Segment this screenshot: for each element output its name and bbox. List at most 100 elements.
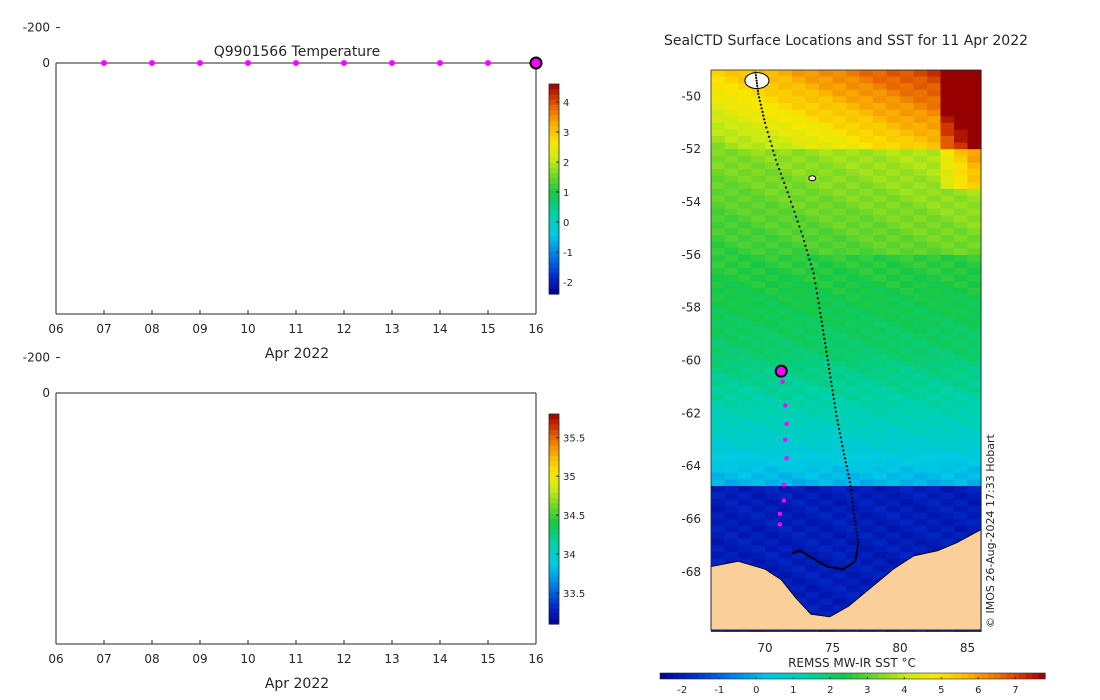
colorbar-step <box>549 204 559 211</box>
sst-cell <box>886 254 901 263</box>
sst-cell <box>778 459 793 467</box>
sst-cell <box>805 254 820 263</box>
sst-cell <box>738 519 753 527</box>
sst-cell <box>711 254 726 263</box>
sst-colorbar-step <box>871 673 879 679</box>
sst-cell <box>873 149 888 157</box>
sst-cell <box>832 433 847 441</box>
sst-cell <box>765 446 780 454</box>
sst-cell <box>886 136 901 144</box>
sst-cell <box>778 380 793 388</box>
sst-cell <box>765 89 780 97</box>
sst-cell <box>711 459 726 467</box>
sst-cell <box>819 585 834 593</box>
sst-cell <box>805 499 820 507</box>
sst-cell <box>792 492 807 500</box>
sst-cell <box>846 578 861 586</box>
sst-cell <box>927 83 942 91</box>
sst-cell <box>819 195 834 203</box>
sst-cell <box>859 241 874 249</box>
sst-cell <box>778 406 793 414</box>
sst-cell <box>913 169 928 177</box>
sst-cell <box>900 235 915 243</box>
colorbar-step <box>549 466 559 473</box>
sst-cell <box>738 512 753 520</box>
sst-cell <box>805 486 820 494</box>
sst-cell <box>778 558 793 566</box>
sst-cell <box>724 182 739 190</box>
track-point <box>838 432 841 435</box>
sst-cell <box>846 545 861 553</box>
sst-cell <box>832 254 847 263</box>
colorbar-tick-label: 33.5 <box>563 589 585 600</box>
sst-cell <box>751 109 766 117</box>
sst-cell <box>751 327 766 335</box>
track-point <box>800 230 803 233</box>
recent-position-marker <box>781 482 787 487</box>
sst-cell <box>900 426 915 434</box>
sst-cell <box>724 426 739 434</box>
sst-cell <box>913 380 928 388</box>
sst-cell <box>778 129 793 137</box>
sst-cell <box>778 83 793 91</box>
sst-cell <box>913 122 928 130</box>
sst-cell <box>778 301 793 309</box>
sst-cell <box>832 446 847 454</box>
sst-cell <box>846 169 861 177</box>
sst-cell <box>738 268 753 276</box>
sst-cell <box>967 373 982 381</box>
sst-cell <box>954 340 969 348</box>
sst-cell <box>792 109 807 117</box>
sst-cell <box>805 604 820 613</box>
sst-cell <box>724 274 739 282</box>
sst-cell <box>886 221 901 230</box>
sst-cell <box>846 235 861 243</box>
sst-cell <box>927 221 942 230</box>
sst-cell <box>805 354 820 362</box>
sst-cell <box>819 254 834 263</box>
sst-cell <box>873 248 888 256</box>
sst-cell <box>792 70 807 78</box>
sst-cell <box>724 453 739 461</box>
x-tick-label: 15 <box>480 652 495 666</box>
sst-cell <box>886 320 901 329</box>
sst-cell <box>724 307 739 315</box>
sst-cell <box>954 320 969 329</box>
sst-cell <box>711 354 726 362</box>
sst-cell <box>792 287 807 296</box>
sst-cell <box>778 525 793 533</box>
sst-cell <box>913 109 928 117</box>
sst-cell <box>711 486 726 494</box>
sst-cell <box>940 400 955 408</box>
sst-cell <box>765 393 780 401</box>
sst-colorbar-step <box>698 673 706 679</box>
sst-cell <box>711 360 726 368</box>
sst-cell <box>900 188 915 197</box>
sst-cell <box>724 155 739 163</box>
sst-cell <box>927 268 942 276</box>
sst-cell <box>778 505 793 513</box>
sst-cell <box>778 261 793 269</box>
sst-cell <box>967 136 982 144</box>
colorbar-step <box>549 236 559 243</box>
sst-cell <box>832 142 847 150</box>
sst-cell <box>846 327 861 335</box>
sst-cell <box>765 149 780 157</box>
sst-cell <box>832 591 847 599</box>
sst-cell <box>832 406 847 414</box>
sst-cell <box>738 116 753 124</box>
sst-cell <box>927 70 942 78</box>
sst-cell <box>765 439 780 447</box>
sst-cell <box>846 83 861 91</box>
sst-cell <box>927 393 942 401</box>
sst-cell <box>873 103 888 111</box>
sst-cell <box>778 221 793 230</box>
sst-cell <box>792 116 807 124</box>
sst-cell <box>927 241 942 249</box>
sst-cell <box>738 294 753 302</box>
sst-cell <box>724 169 739 177</box>
sst-cell <box>954 373 969 381</box>
track-point <box>855 551 858 554</box>
sst-cell <box>886 538 901 547</box>
profile-marker <box>197 60 203 66</box>
